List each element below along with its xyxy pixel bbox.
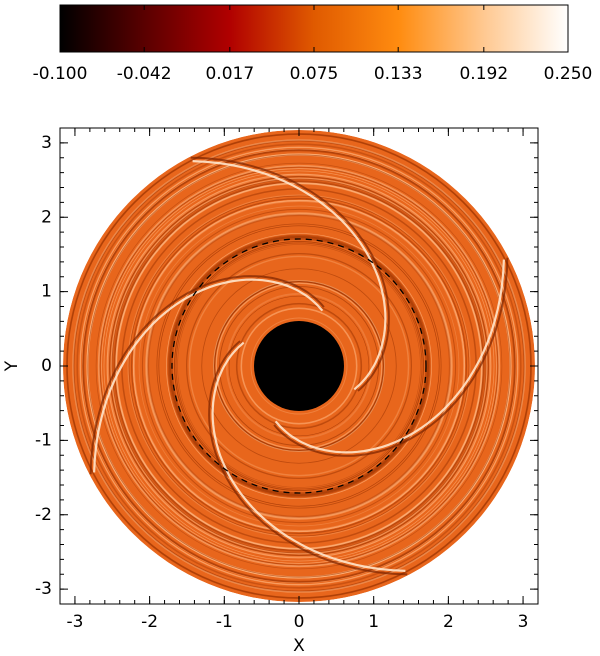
ring	[76, 143, 522, 589]
ring	[188, 255, 410, 477]
ring	[213, 280, 385, 452]
ring	[99, 166, 499, 566]
ring	[168, 235, 430, 497]
ring	[138, 205, 460, 527]
ring	[185, 252, 413, 480]
ring	[146, 213, 452, 519]
ring	[101, 168, 497, 564]
ring	[95, 162, 503, 570]
x-tick-label: 0	[294, 612, 305, 632]
ring	[141, 208, 457, 524]
ring	[79, 146, 519, 586]
ring	[115, 182, 483, 550]
ring	[213, 280, 385, 452]
ring	[128, 195, 470, 537]
ring	[158, 225, 440, 507]
y-tick-label: -3	[35, 579, 52, 599]
y-tick-label: -1	[35, 430, 52, 450]
spiral-arm	[192, 160, 387, 391]
ring	[167, 234, 431, 498]
y-tick-label: 3	[41, 133, 52, 153]
spiral-arm	[93, 278, 324, 473]
ring	[86, 153, 512, 579]
y-tick-label: 0	[41, 356, 52, 376]
dashed-circle	[171, 238, 427, 494]
x-tick-label: 3	[518, 612, 529, 632]
ring	[109, 176, 489, 556]
ring	[133, 200, 465, 532]
ring	[236, 303, 362, 429]
ring	[97, 164, 501, 568]
ring	[228, 295, 370, 437]
ring	[201, 268, 397, 464]
ring	[131, 198, 467, 534]
ring	[103, 170, 495, 562]
ring	[156, 223, 442, 509]
spiral-shadow	[190, 156, 390, 392]
spiral-shadow	[89, 275, 325, 475]
ring	[133, 200, 465, 532]
y-tick-label: -2	[35, 505, 52, 525]
ring	[111, 178, 487, 554]
x-tick-label: -2	[141, 612, 158, 632]
ring	[215, 282, 383, 450]
ring	[110, 177, 488, 555]
colorbar	[59, 4, 569, 53]
ring	[236, 303, 362, 429]
ring	[81, 148, 517, 584]
y-tick-label: 1	[41, 282, 52, 302]
ring	[146, 213, 452, 519]
ring	[175, 242, 423, 490]
x-tick-label: -3	[66, 612, 83, 632]
ring	[145, 212, 453, 520]
spiral-shadow	[208, 340, 408, 576]
ring	[87, 154, 511, 578]
ring	[113, 180, 485, 552]
ring	[82, 149, 516, 583]
ring	[72, 139, 526, 593]
ring	[114, 181, 484, 551]
inner-hole	[254, 321, 344, 411]
ring	[166, 233, 432, 499]
ring	[213, 280, 385, 452]
colorbar-tick-label: 0.017	[205, 64, 254, 84]
ring	[109, 176, 489, 556]
y-tick-label: 2	[41, 207, 52, 227]
ring	[240, 307, 358, 425]
ring	[132, 199, 466, 533]
ring	[107, 174, 491, 558]
colorbar-tick-label: -0.100	[33, 64, 88, 84]
x-tick-label: 1	[368, 612, 379, 632]
x-tick-label: -1	[216, 612, 233, 632]
colorbar-tick-label: 0.192	[459, 64, 508, 84]
ring	[106, 173, 492, 559]
ring	[177, 244, 421, 488]
ring	[225, 292, 373, 440]
ring	[235, 302, 363, 430]
colorbar-tick-label: 0.250	[544, 64, 593, 84]
y-axis-label: Y	[2, 360, 22, 372]
ring	[127, 194, 471, 538]
ring	[147, 214, 451, 518]
x-axis-label: X	[293, 636, 305, 656]
ring	[174, 241, 424, 491]
spiral-shadow	[273, 257, 509, 457]
colorbar-tick-label: 0.075	[290, 64, 339, 84]
x-tick-label: 2	[443, 612, 454, 632]
colorbar-tick-label: -0.042	[117, 64, 172, 84]
spiral-arm	[211, 341, 406, 572]
spiral-arm	[274, 259, 505, 454]
ring	[86, 153, 512, 579]
colorbar-tick-label: 0.133	[374, 64, 423, 84]
ring	[250, 317, 348, 415]
